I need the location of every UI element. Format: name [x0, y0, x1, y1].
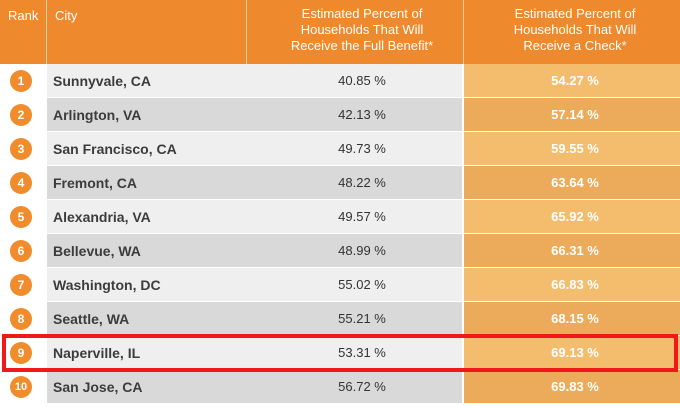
city-cell-bg	[47, 370, 462, 404]
check-cell-bg	[464, 302, 680, 336]
table-row: 10 San Jose, CA 56.72 % 69.83 %	[0, 370, 680, 404]
full-benefit-value: 49.57 %	[338, 209, 386, 224]
rank-badge: 8	[10, 308, 32, 330]
city-cell-bg	[47, 64, 462, 98]
row-divider	[0, 233, 680, 234]
table-row: 8 Seattle, WA 55.21 % 68.15 %	[0, 302, 680, 336]
rank-badge: 1	[10, 70, 32, 92]
row-divider	[0, 165, 680, 166]
check-value: 68.15 %	[551, 311, 599, 326]
check-value: 69.13 %	[551, 345, 599, 360]
rank-badge: 10	[10, 376, 32, 398]
full-benefit-value: 48.22 %	[338, 175, 386, 190]
header-check-line-1: Estimated Percent of	[514, 6, 636, 21]
check-value: 65.92 %	[551, 209, 599, 224]
city-name: Arlington, VA	[53, 107, 142, 123]
check-cell-bg	[464, 98, 680, 132]
header-divider	[46, 0, 47, 64]
rank-badge: 3	[10, 138, 32, 160]
table-row: 1 Sunnyvale, CA 40.85 % 54.27 %	[0, 64, 680, 98]
check-cell-bg	[464, 268, 680, 302]
city-cell-bg	[47, 302, 462, 336]
rank-badge: 5	[10, 206, 32, 228]
city-name: Fremont, CA	[53, 175, 137, 191]
city-name: San Jose, CA	[53, 379, 143, 395]
header-full-line-1: Estimated Percent of	[301, 6, 423, 21]
full-benefit-value: 42.13 %	[338, 107, 386, 122]
check-value: 57.14 %	[551, 107, 599, 122]
full-benefit-value: 55.21 %	[338, 311, 386, 326]
check-cell-bg	[464, 132, 680, 166]
city-name: Seattle, WA	[53, 311, 130, 327]
city-cell-bg	[47, 98, 462, 132]
header-divider	[246, 0, 247, 64]
check-cell-bg	[464, 336, 680, 370]
table-row: 4 Fremont, CA 48.22 % 63.64 %	[0, 166, 680, 200]
header-check: Estimated Percent of Households That Wil…	[470, 6, 680, 54]
header-check-line-3: Receive a Check*	[523, 38, 627, 53]
table-row: 5 Alexandria, VA 49.57 % 65.92 %	[0, 200, 680, 234]
check-value: 63.64 %	[551, 175, 599, 190]
city-name: Sunnyvale, CA	[53, 73, 152, 89]
city-cell-bg	[47, 200, 462, 234]
header-rank: Rank	[8, 8, 39, 23]
city-name: Washington, DC	[53, 277, 161, 293]
row-divider	[0, 199, 680, 200]
header-full-line-3: Receive the Full Benefit*	[290, 38, 434, 53]
row-divider	[0, 97, 680, 98]
table-row: 7 Washington, DC 55.02 % 66.83 %	[0, 268, 680, 302]
full-benefit-value: 48.99 %	[338, 243, 386, 258]
check-cell-bg	[464, 234, 680, 268]
check-value: 69.83 %	[551, 379, 599, 394]
row-divider	[0, 301, 680, 302]
row-divider	[0, 267, 680, 268]
table-row: 2 Arlington, VA 42.13 % 57.14 %	[0, 98, 680, 132]
rank-badge: 2	[10, 104, 32, 126]
rank-badge: 6	[10, 240, 32, 262]
rank-badge: 7	[10, 274, 32, 296]
city-cell-bg	[47, 268, 462, 302]
header-full-line-2: Households That Will	[300, 22, 424, 37]
check-cell-bg	[464, 64, 680, 98]
city-name: Alexandria, VA	[53, 209, 151, 225]
city-name: Naperville, IL	[53, 345, 141, 361]
check-cell-bg	[464, 200, 680, 234]
city-name: Bellevue, WA	[53, 243, 141, 259]
full-benefit-value: 56.72 %	[338, 379, 386, 394]
header-city: City	[55, 8, 78, 23]
check-value: 59.55 %	[551, 141, 599, 156]
city-cell-bg	[47, 336, 462, 370]
full-benefit-value: 55.02 %	[338, 277, 386, 292]
check-cell-bg	[464, 166, 680, 200]
check-cell-bg	[464, 370, 680, 404]
table-body: 1 Sunnyvale, CA 40.85 % 54.27 % 2 Arlington, …	[0, 64, 680, 404]
check-value: 66.31 %	[551, 243, 599, 258]
rank-badge: 4	[10, 172, 32, 194]
full-benefit-value: 53.31 %	[338, 345, 386, 360]
full-benefit-value: 40.85 %	[338, 73, 386, 88]
city-cell-bg	[47, 234, 462, 268]
header-check-line-2: Households That Will	[513, 22, 637, 37]
city-name: San Francisco, CA	[53, 141, 177, 157]
table-row: 3 San Francisco, CA 49.73 % 59.55 %	[0, 132, 680, 166]
rank-badge: 9	[10, 342, 32, 364]
city-cell-bg	[47, 166, 462, 200]
row-divider	[0, 403, 680, 404]
check-value: 66.83 %	[551, 277, 599, 292]
table-header: Rank City Estimated Percent of Household…	[0, 0, 680, 64]
table-row: 6 Bellevue, WA 48.99 % 66.31 %	[0, 234, 680, 268]
table-row: 9 Naperville, IL 53.31 % 69.13 %	[0, 336, 680, 370]
check-value: 54.27 %	[551, 73, 599, 88]
row-divider	[0, 131, 680, 132]
header-full-benefit: Estimated Percent of Households That Wil…	[262, 6, 462, 54]
full-benefit-value: 49.73 %	[338, 141, 386, 156]
header-divider	[463, 0, 464, 64]
city-cell-bg	[47, 132, 462, 166]
